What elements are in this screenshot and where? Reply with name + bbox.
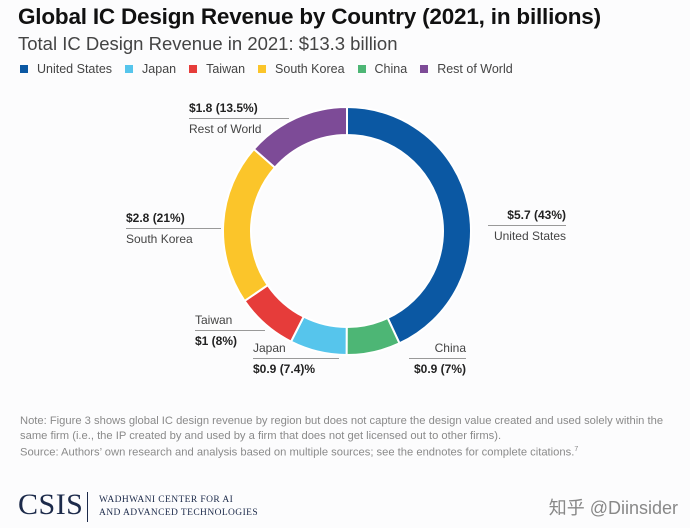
center-line-2: AND ADVANCED TECHNOLOGIES bbox=[99, 508, 259, 518]
legend-swatch bbox=[258, 65, 267, 73]
legend: United States Japan Taiwan South Korea C… bbox=[20, 62, 526, 76]
legend-item-south-korea: South Korea bbox=[258, 62, 345, 76]
legend-item-japan: Japan bbox=[125, 62, 176, 76]
label-name: Taiwan bbox=[195, 313, 233, 327]
label-name: South Korea bbox=[126, 232, 193, 246]
source-text: Source: Authors’ own research and analys… bbox=[20, 446, 575, 459]
label-name: Japan bbox=[253, 341, 286, 355]
wadhwani-center-name: WADHWANI CENTER FOR AI AND ADVANCED TECH… bbox=[99, 494, 258, 520]
legend-item-united-states: United States bbox=[20, 62, 112, 76]
label-rule bbox=[253, 358, 339, 359]
legend-item-china: China bbox=[357, 62, 408, 76]
source-footnote: 7 bbox=[574, 446, 579, 454]
label-value: $2.8 (21%) bbox=[126, 211, 185, 225]
legend-swatch bbox=[357, 65, 366, 73]
label-south-korea: $2.8 (21%) South Korea bbox=[126, 210, 221, 248]
legend-swatch bbox=[20, 65, 28, 73]
label-rule bbox=[189, 118, 289, 119]
legend-swatch bbox=[125, 65, 134, 73]
donut-slice-south-korea bbox=[222, 147, 277, 303]
legend-label: Japan bbox=[142, 62, 177, 76]
donut-slice-united-states bbox=[346, 105, 472, 345]
watermark: 知乎 @Diinsider bbox=[548, 498, 678, 518]
label-value: $0.9 (7%) bbox=[413, 362, 466, 376]
label-name: China bbox=[434, 341, 466, 355]
chart-subtitle: Total IC Design Revenue in 2021: $13.3 b… bbox=[18, 33, 398, 54]
label-japan: Japan $0.9 (7.4)% bbox=[253, 340, 339, 378]
note-text: Note: Figure 3 shows global IC design re… bbox=[20, 415, 664, 442]
label-name: Rest of World bbox=[189, 122, 262, 136]
donut-slice-rest-of-world bbox=[252, 105, 348, 169]
label-taiwan: Taiwan $1 (8%) bbox=[195, 312, 265, 350]
chart-note: Note: Figure 3 shows global IC design re… bbox=[20, 414, 680, 461]
label-value: $5.7 (43%) bbox=[507, 208, 566, 222]
footer-divider bbox=[87, 492, 88, 522]
label-rest-of-world: $1.8 (13.5%) Rest of World bbox=[189, 100, 289, 138]
legend-label: China bbox=[374, 62, 408, 76]
label-china: China $0.9 (7%) bbox=[409, 340, 466, 378]
legend-label: United States bbox=[37, 62, 113, 76]
legend-label: Rest of World bbox=[437, 62, 513, 76]
label-name: United States bbox=[493, 229, 566, 243]
legend-label: South Korea bbox=[275, 62, 345, 76]
legend-swatch bbox=[420, 65, 429, 73]
label-united-states: $5.7 (43%) United States bbox=[488, 207, 566, 245]
label-value: $0.9 (7.4)% bbox=[253, 362, 316, 376]
chart-title: Global IC Design Revenue by Country (202… bbox=[18, 4, 601, 29]
legend-label: Taiwan bbox=[206, 62, 246, 76]
legend-swatch bbox=[189, 65, 198, 73]
csis-logo: CSIS bbox=[18, 488, 84, 521]
legend-item-taiwan: Taiwan bbox=[189, 62, 245, 76]
label-rule bbox=[488, 225, 566, 226]
label-value: $1 (8%) bbox=[195, 334, 238, 348]
label-rule bbox=[195, 330, 265, 331]
center-line-1: WADHWANI CENTER FOR AI bbox=[99, 495, 234, 505]
label-rule bbox=[409, 358, 466, 359]
legend-item-rest-of-world: Rest of World bbox=[420, 62, 513, 76]
label-value: $1.8 (13.5%) bbox=[189, 101, 258, 115]
label-rule bbox=[126, 228, 221, 229]
